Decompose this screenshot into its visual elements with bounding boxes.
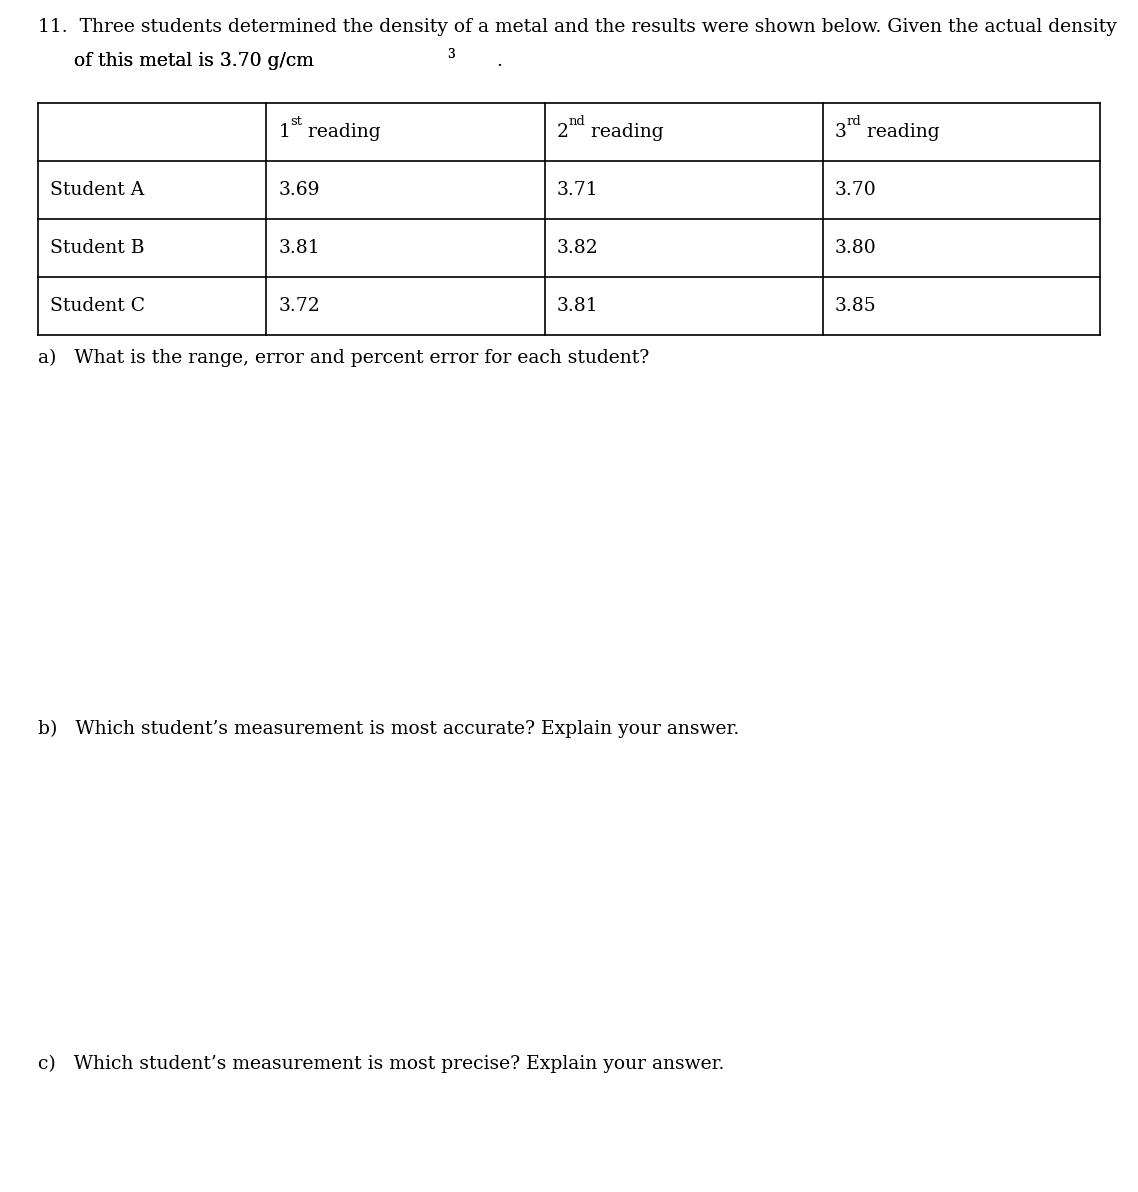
Text: reading: reading <box>303 123 381 141</box>
Text: 3.71: 3.71 <box>556 181 599 199</box>
Text: 3.70: 3.70 <box>835 181 876 199</box>
Text: Student A: Student A <box>50 181 145 199</box>
Text: Student B: Student B <box>50 240 145 257</box>
Text: 3: 3 <box>447 48 455 61</box>
Text: nd: nd <box>569 116 585 128</box>
Text: reading: reading <box>861 123 940 141</box>
Text: of this metal is 3.70 g/cm: of this metal is 3.70 g/cm <box>38 52 314 70</box>
Text: 3: 3 <box>447 48 455 61</box>
Text: a)   What is the range, error and percent error for each student?: a) What is the range, error and percent … <box>38 349 650 367</box>
Text: 3.82: 3.82 <box>556 240 599 257</box>
Text: 2: 2 <box>556 123 569 141</box>
Text: 3.81: 3.81 <box>556 297 599 315</box>
Text: 3.72: 3.72 <box>279 297 320 315</box>
Text: reading: reading <box>585 123 663 141</box>
Text: rd: rd <box>847 116 861 128</box>
Text: of this metal is 3.70 g/cm: of this metal is 3.70 g/cm <box>38 52 314 70</box>
Text: 3.80: 3.80 <box>835 240 876 257</box>
Text: st: st <box>290 116 303 128</box>
Text: .: . <box>497 52 503 70</box>
Text: 3.69: 3.69 <box>279 181 320 199</box>
Text: 3: 3 <box>835 123 847 141</box>
Text: Student C: Student C <box>50 297 146 315</box>
Text: 3.85: 3.85 <box>835 297 876 315</box>
Text: b)   Which student’s measurement is most accurate? Explain your answer.: b) Which student’s measurement is most a… <box>38 720 740 738</box>
Text: c)   Which student’s measurement is most precise? Explain your answer.: c) Which student’s measurement is most p… <box>38 1055 725 1073</box>
Text: 3.81: 3.81 <box>279 240 320 257</box>
Text: 1: 1 <box>279 123 290 141</box>
Text: 11.  Three students determined the density of a metal and the results were shown: 11. Three students determined the densit… <box>38 18 1116 36</box>
